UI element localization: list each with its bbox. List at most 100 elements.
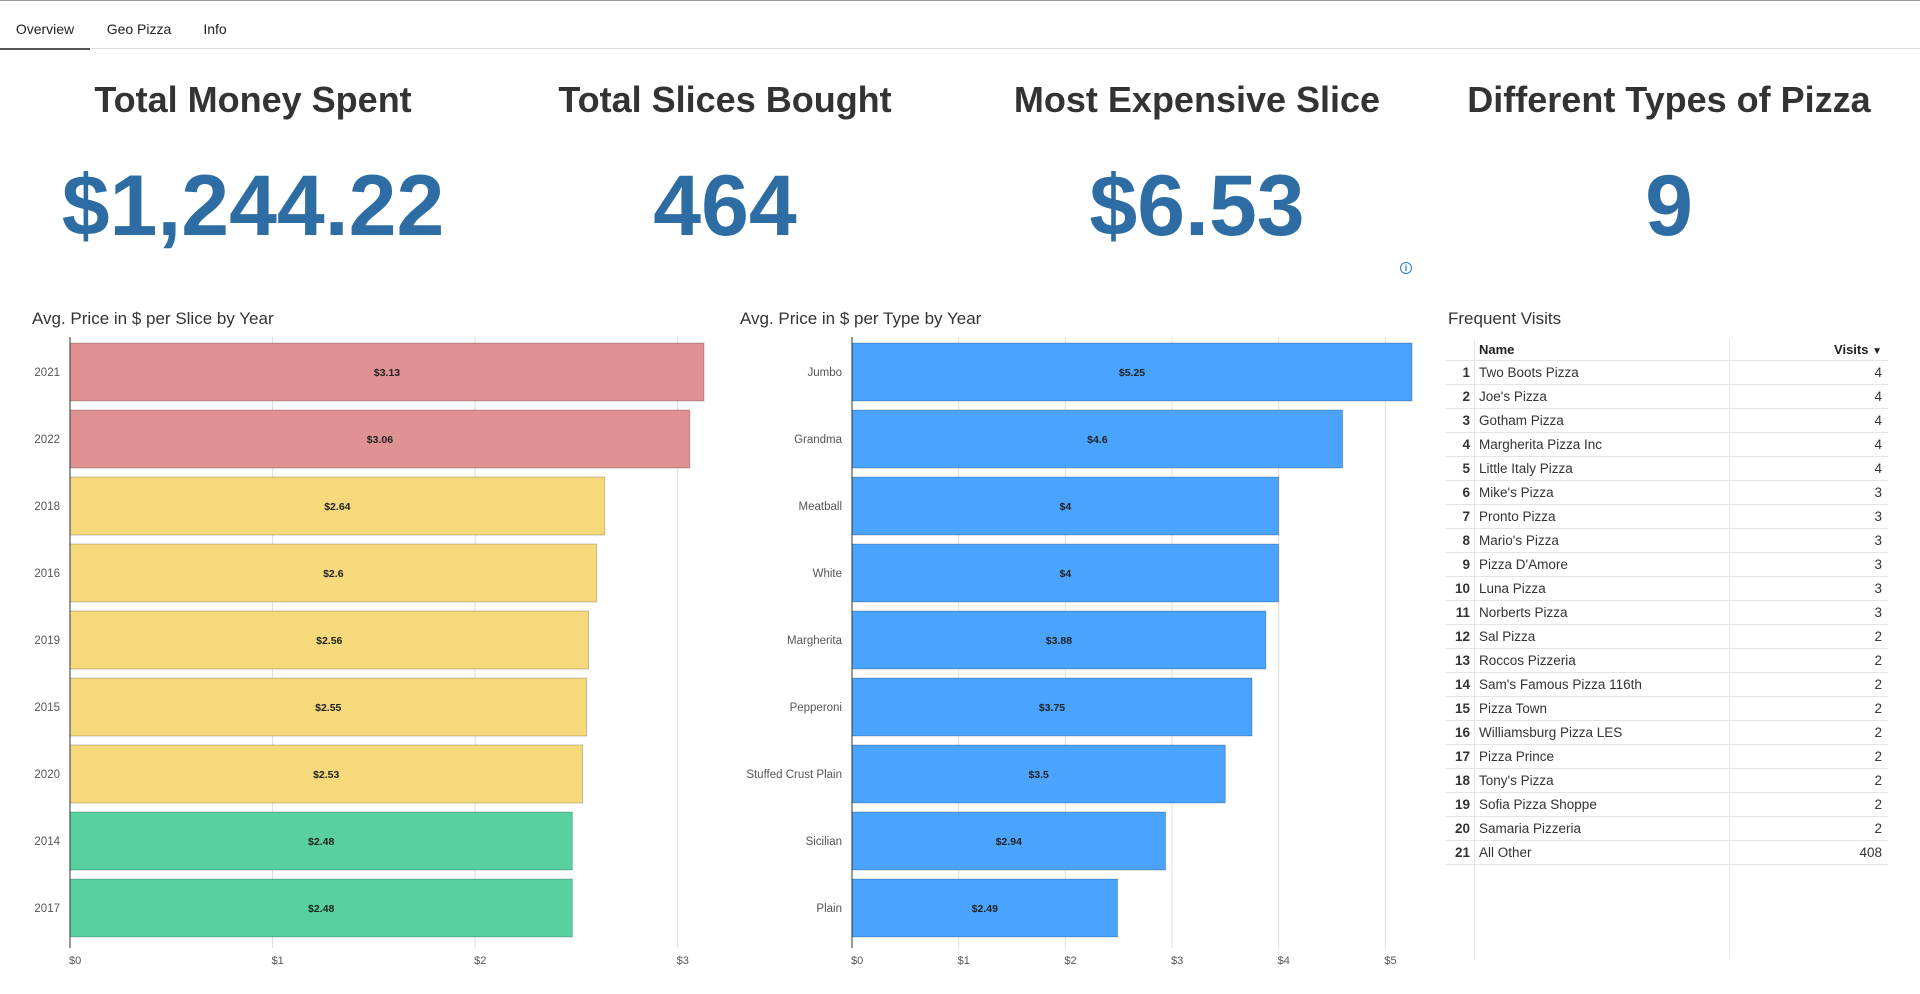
- table-row[interactable]: 15 Pizza Town 2: [1446, 697, 1888, 721]
- row-index: 18: [1454, 773, 1470, 788]
- kpi-most-expensive: Most Expensive Slice $6.53: [962, 78, 1432, 256]
- row-visits: 2: [1874, 821, 1882, 836]
- table-row[interactable]: 4 Margherita Pizza Inc 4: [1446, 433, 1888, 457]
- frequent-visits-title: Frequent Visits: [1448, 309, 1562, 328]
- row-visits: 2: [1874, 701, 1882, 716]
- tab-info[interactable]: Info: [203, 21, 227, 37]
- visits-header-label: Visits: [1834, 342, 1869, 357]
- table-row[interactable]: 8 Mario's Pizza 3: [1446, 529, 1888, 553]
- table-row[interactable]: 17 Pizza Prince 2: [1446, 745, 1888, 769]
- table-row[interactable]: 18 Tony's Pizza 2: [1446, 769, 1888, 793]
- bar: [69, 342, 705, 402]
- row-index: 15: [1454, 701, 1470, 716]
- x-tick-label: $2: [474, 955, 486, 965]
- row-name: Two Boots Pizza: [1479, 365, 1579, 380]
- kpi-total-slices: Total Slices Bought 464: [490, 78, 960, 256]
- kpi-value: $6.53: [1089, 158, 1305, 254]
- y-tick-label: Stuffed Crust Plain: [746, 769, 842, 781]
- table-row[interactable]: 9 Pizza D'Amore 3: [1446, 553, 1888, 577]
- y-tick-label: 2018: [34, 501, 60, 513]
- row-visits: 4: [1874, 437, 1882, 452]
- data-label: $5.25: [1119, 367, 1145, 379]
- top-border: [0, 0, 1920, 1]
- table-row[interactable]: 10 Luna Pizza 3: [1446, 577, 1888, 601]
- table-row[interactable]: 5 Little Italy Pizza 4: [1446, 457, 1888, 481]
- row-name: Roccos Pizzeria: [1479, 653, 1576, 668]
- bar: [69, 744, 583, 804]
- table-row[interactable]: 20 Samaria Pizzeria 2: [1446, 817, 1888, 841]
- y-tick-label: 2019: [34, 635, 60, 647]
- row-visits: 4: [1874, 365, 1882, 380]
- table-row[interactable]: 6 Mike's Pizza 3: [1446, 481, 1888, 505]
- row-name: Gotham Pizza: [1479, 413, 1564, 428]
- sort-desc-icon[interactable]: ▼: [1872, 346, 1882, 357]
- y-tick-label: 2022: [34, 434, 60, 446]
- bar: [69, 543, 598, 603]
- row-index: 2: [1462, 389, 1470, 404]
- data-label: $2.48: [308, 903, 334, 915]
- table-row[interactable]: 2 Joe's Pizza 4: [1446, 385, 1888, 409]
- data-label: $3.88: [1046, 635, 1072, 647]
- y-tick-label: Grandma: [794, 434, 843, 446]
- table-row[interactable]: 16 Williamsburg Pizza LES 2: [1446, 721, 1888, 745]
- tab-overview[interactable]: Overview: [0, 1, 90, 50]
- row-name: Samaria Pizzeria: [1479, 821, 1582, 836]
- row-index: 11: [1455, 605, 1470, 620]
- chart-title-year: Avg. Price in $ per Slice by Year: [32, 309, 274, 328]
- y-tick-label: Sicilian: [806, 836, 842, 848]
- row-index: 3: [1462, 413, 1470, 428]
- column-name-header[interactable]: Name: [1479, 342, 1515, 357]
- table-row[interactable]: 7 Pronto Pizza 3: [1446, 505, 1888, 529]
- data-label: $2.6: [323, 568, 344, 580]
- bar: [69, 811, 573, 871]
- bar: [851, 342, 1413, 402]
- data-label: $4: [1059, 568, 1071, 580]
- row-index: 16: [1454, 725, 1470, 740]
- bar: [851, 677, 1253, 737]
- kpi-title: Different Types of Pizza: [1467, 79, 1871, 120]
- row-visits: 2: [1874, 653, 1882, 668]
- row-index: 6: [1462, 485, 1470, 500]
- table-row[interactable]: 12 Sal Pizza 2: [1446, 625, 1888, 649]
- price-by-type-chart: $0 $1 $2 $3 $4 $5 Jumbo $5.25 Grandma $4.6 Meatbal…: [746, 337, 1413, 965]
- y-tick-label: 2016: [34, 568, 60, 580]
- table-row[interactable]: 11 Norberts Pizza 3: [1446, 601, 1888, 625]
- row-visits: 408: [1859, 845, 1882, 860]
- bar: [851, 744, 1226, 804]
- bar: [851, 543, 1280, 603]
- row-visits: 3: [1874, 557, 1882, 572]
- y-tick-label: 2021: [34, 367, 60, 379]
- table-row[interactable]: 3 Gotham Pizza 4: [1446, 409, 1888, 433]
- table-row[interactable]: 1 Two Boots Pizza 4: [1446, 361, 1888, 385]
- column-visits-header[interactable]: Visits ▼: [1834, 342, 1882, 357]
- column-divider: [1474, 339, 1475, 959]
- y-tick-label: 2020: [34, 769, 60, 781]
- x-tick-label: $3: [677, 955, 689, 965]
- table-row[interactable]: 14 Sam's Famous Pizza 116th 2: [1446, 673, 1888, 697]
- row-name: Pizza Town: [1479, 701, 1548, 716]
- bar: [69, 476, 606, 536]
- row-index: 9: [1462, 557, 1470, 572]
- tab-geo-pizza[interactable]: Geo Pizza: [106, 21, 172, 37]
- bar: [851, 811, 1167, 871]
- table-row[interactable]: 19 Sofia Pizza Shoppe 2: [1446, 793, 1888, 817]
- kpi-value: 9: [1645, 158, 1693, 254]
- table-row[interactable]: 13 Roccos Pizzeria 2: [1446, 649, 1888, 673]
- kpi-title: Total Money Spent: [94, 79, 412, 120]
- table-row[interactable]: 21 All Other 408: [1446, 841, 1888, 865]
- frequent-visits-table: Name Visits ▼ 1 Two Boots Pizza 4 2 Joe's Pi…: [1446, 339, 1888, 865]
- info-icon[interactable]: i: [1400, 262, 1412, 274]
- data-label: $3.75: [1039, 702, 1065, 714]
- row-name: Williamsburg Pizza LES: [1479, 725, 1623, 740]
- row-name: Norberts Pizza: [1479, 605, 1568, 620]
- row-name: Pronto Pizza: [1479, 509, 1556, 524]
- row-index: 12: [1454, 629, 1470, 644]
- row-index: 14: [1454, 677, 1470, 692]
- row-index: 10: [1454, 581, 1470, 596]
- data-label: $3.5: [1028, 769, 1049, 781]
- row-visits: 4: [1874, 413, 1882, 428]
- data-label: $2.49: [972, 903, 998, 915]
- row-name: All Other: [1479, 845, 1532, 860]
- row-index: 19: [1454, 797, 1470, 812]
- y-tick-label: Plain: [816, 903, 842, 915]
